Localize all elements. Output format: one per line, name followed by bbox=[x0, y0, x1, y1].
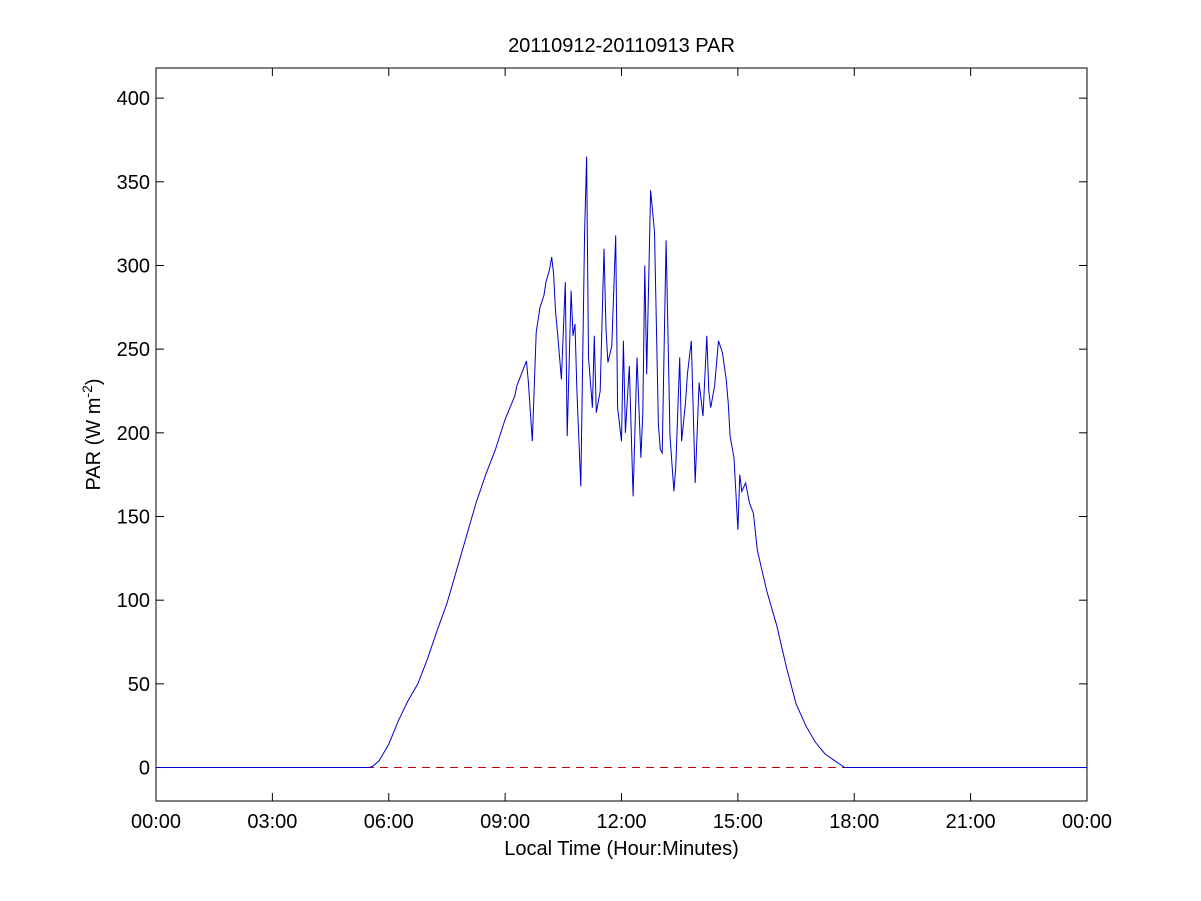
y-axis-label: PAR (W m-2) bbox=[79, 378, 105, 490]
y-tick-label: 250 bbox=[117, 339, 150, 361]
y-tick-label: 0 bbox=[139, 758, 150, 780]
x-tick-label: 00:00 bbox=[1062, 811, 1112, 833]
y-axis-label-close: ) bbox=[83, 378, 105, 385]
x-tick-label: 12:00 bbox=[596, 811, 646, 833]
x-tick-labels: 00:00 03:00 06:00 09:00 12:00 15:00 18:00 21:00… bbox=[131, 811, 1112, 833]
y-tick-label: 100 bbox=[117, 590, 150, 612]
y-tick-label: 200 bbox=[117, 423, 150, 445]
x-tick-label: 06:00 bbox=[364, 811, 414, 833]
y-tick-label: 400 bbox=[117, 88, 150, 110]
x-tick-label: 15:00 bbox=[713, 811, 763, 833]
y-tick-label: 150 bbox=[117, 507, 150, 529]
y-tick-label: 50 bbox=[128, 674, 150, 696]
chart-title: 20110912-20110913 PAR bbox=[508, 35, 735, 57]
x-tick-label: 09:00 bbox=[480, 811, 530, 833]
x-tick-label: 18:00 bbox=[829, 811, 879, 833]
y-tick-labels: 0 50 100 150 200 250 300 350 400 bbox=[117, 88, 150, 779]
x-tick-label: 00:00 bbox=[131, 811, 181, 833]
x-axis-label: Local Time (Hour:Minutes) bbox=[504, 838, 739, 860]
y-tick-label: 350 bbox=[117, 172, 150, 194]
x-tick-label: 21:00 bbox=[946, 811, 996, 833]
x-tick-label: 03:00 bbox=[247, 811, 297, 833]
y-axis-label-main: PAR (W m bbox=[83, 398, 105, 491]
par-series-line bbox=[156, 156, 1087, 768]
y-tick-label: 300 bbox=[117, 255, 150, 277]
y-axis-label-superscript: -2 bbox=[79, 385, 95, 398]
